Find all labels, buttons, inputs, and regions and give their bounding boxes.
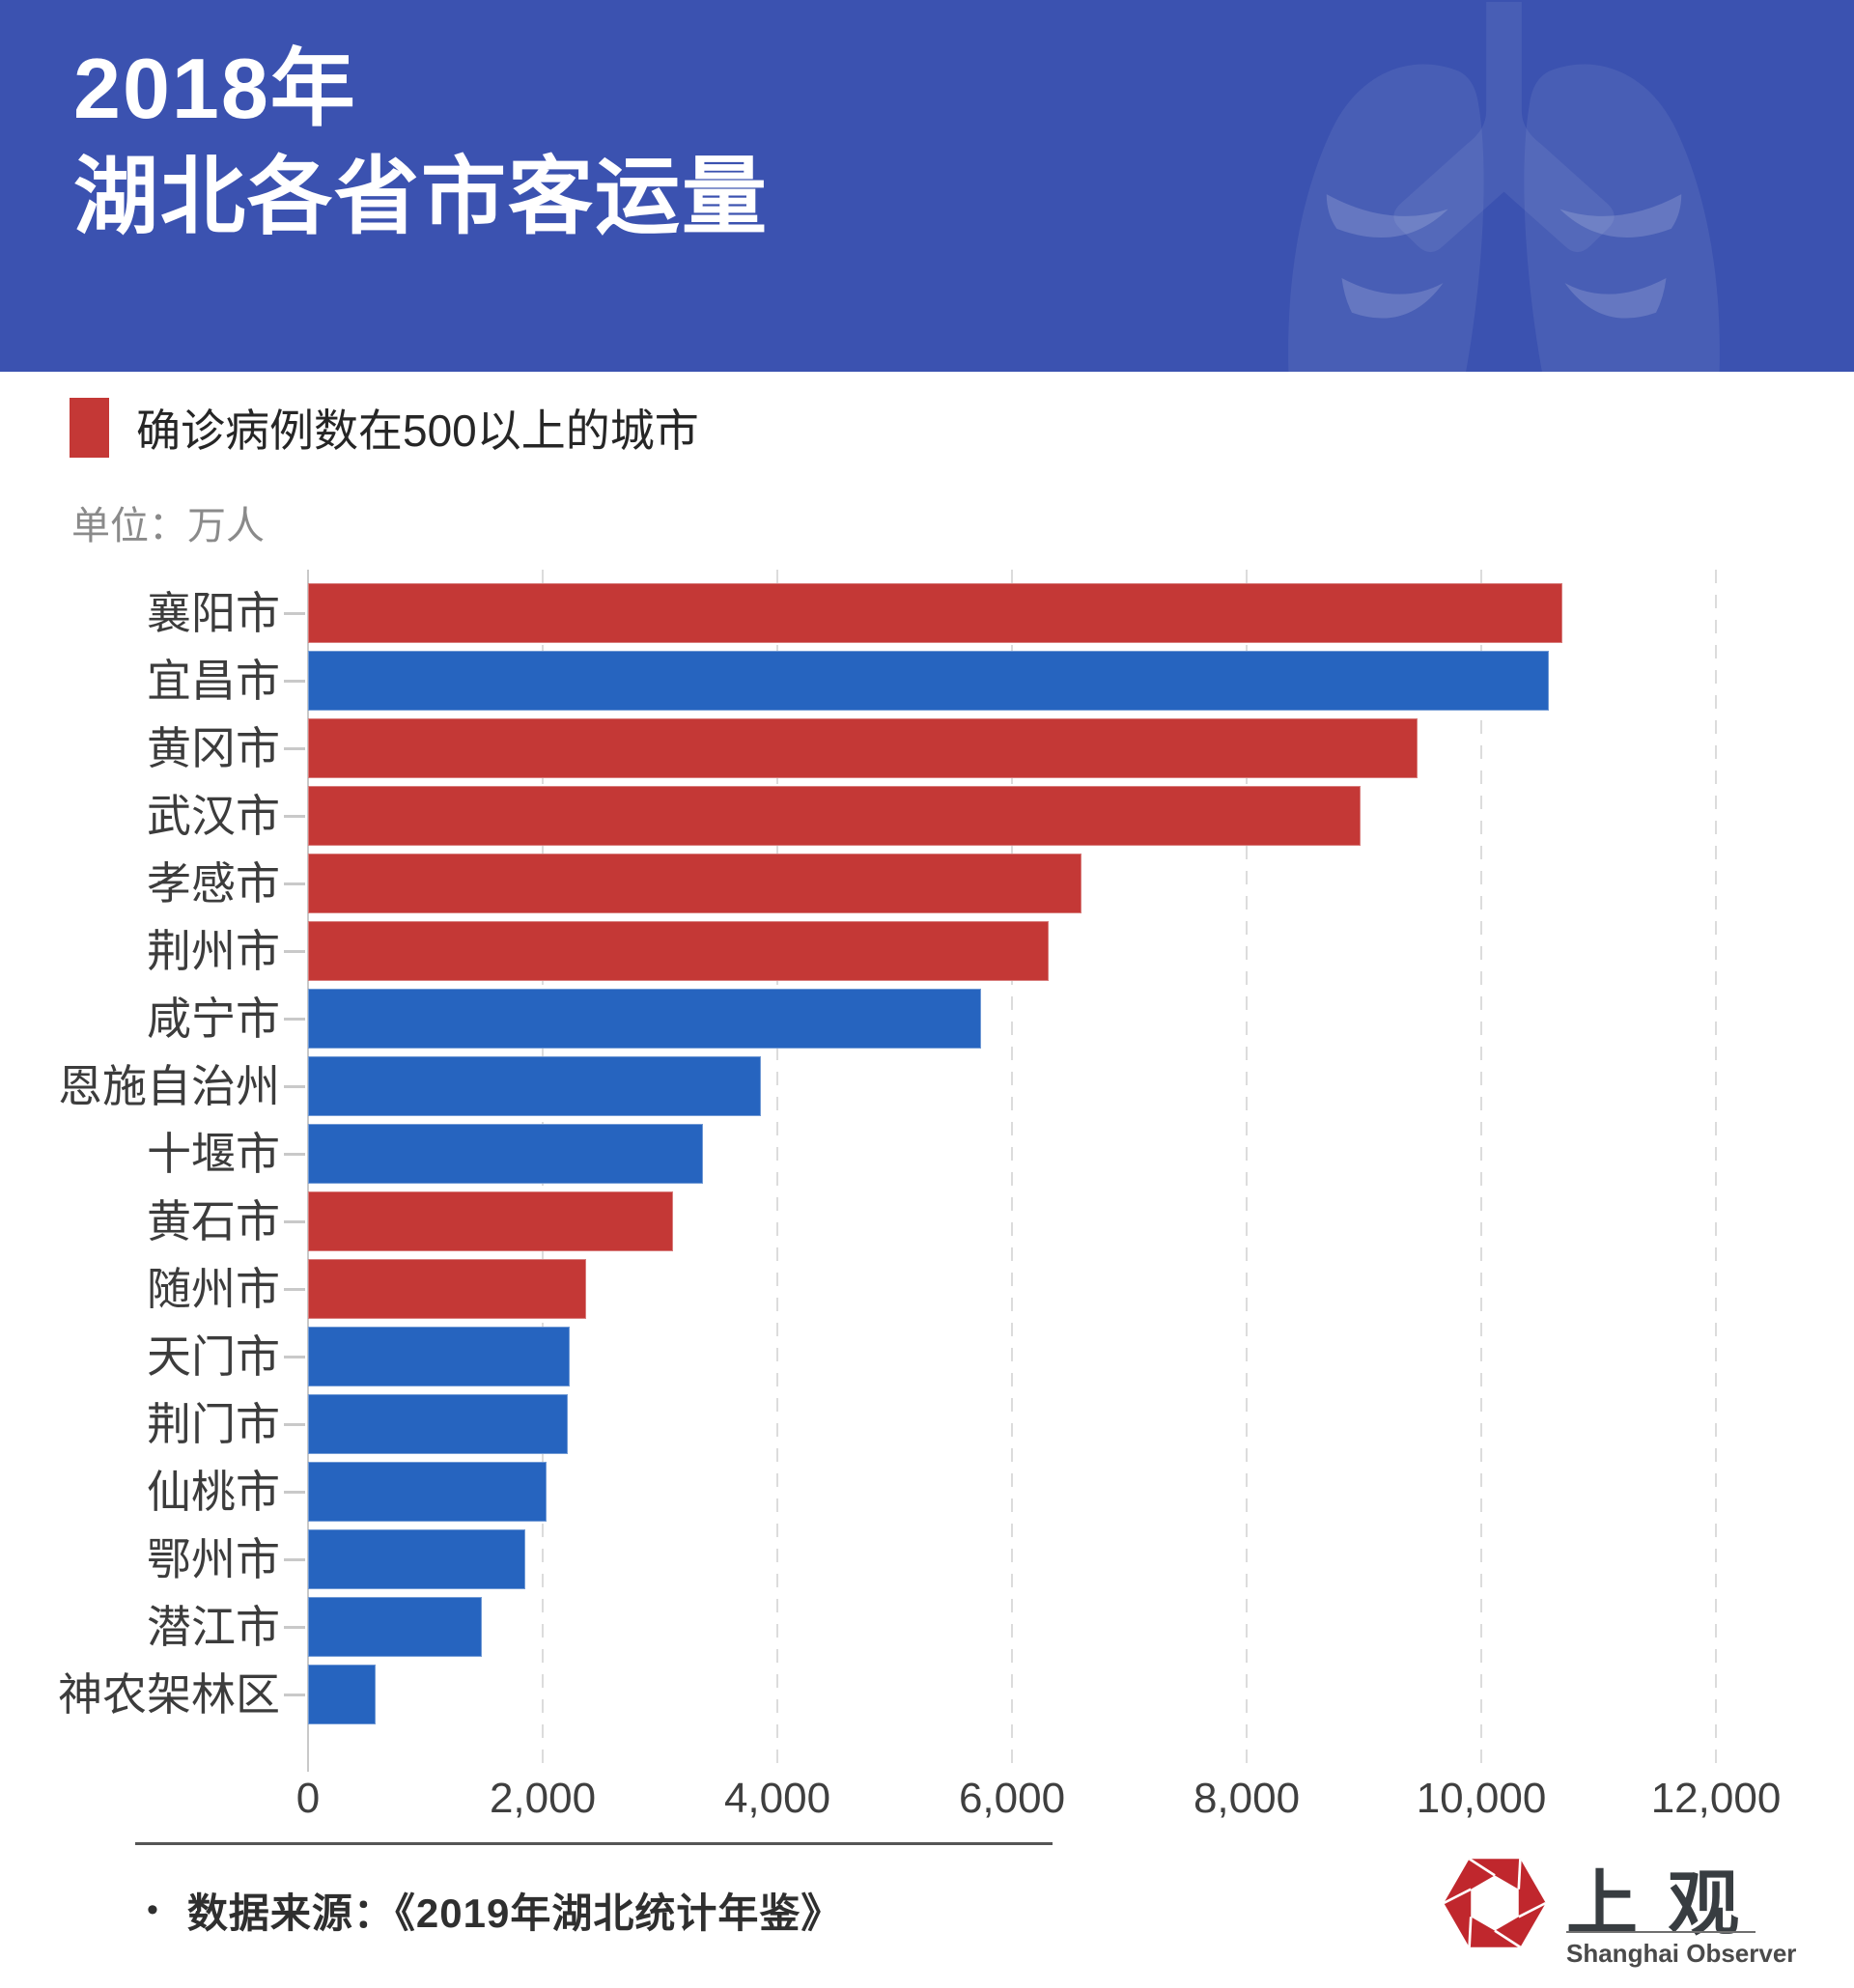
shanghai-observer-logo: 上观 Shanghai Observer	[1439, 1846, 1796, 1968]
unit-label: 单位：万人	[71, 505, 265, 547]
gridline	[1715, 570, 1717, 1772]
bar	[308, 1056, 761, 1116]
x-tick-label: 0	[295, 1775, 321, 1822]
bar	[308, 786, 1361, 846]
bar	[308, 583, 1562, 643]
data-source: • 数据来源：《2019年湖北统计年鉴》	[147, 1881, 842, 1940]
bullet-icon: •	[147, 1891, 158, 1928]
y-tick-mark	[284, 1694, 305, 1696]
y-tick-mark	[284, 1085, 305, 1088]
bar	[308, 1327, 570, 1386]
footer-divider	[135, 1842, 1053, 1845]
x-tick-label: 8,000	[1193, 1775, 1301, 1822]
category-label: 随州市	[147, 1264, 280, 1314]
header-banner: 2018年 湖北各省市客运量	[0, 0, 1854, 372]
category-label: 神农架林区	[58, 1669, 280, 1720]
bar	[308, 1665, 376, 1724]
y-tick-mark	[284, 612, 305, 615]
title-line-year: 2018年	[73, 41, 357, 136]
y-tick-mark	[284, 882, 305, 885]
bar-chart: 襄阳市宜昌市黄冈市武汉市孝感市荆州市咸宁市恩施自治州十堰市黄石市随州市天门市荆门…	[0, 550, 1854, 1834]
x-tick-label: 6,000	[958, 1775, 1066, 1822]
category-label: 天门市	[147, 1331, 280, 1382]
bar	[308, 1597, 482, 1657]
bar	[308, 854, 1082, 913]
bar	[308, 921, 1049, 981]
bar	[308, 1529, 525, 1589]
category-label: 武汉市	[147, 791, 280, 841]
y-tick-mark	[284, 815, 305, 818]
page-title: 2018年 湖北各省市客运量	[73, 35, 769, 251]
bar	[308, 1462, 547, 1522]
bar	[308, 718, 1418, 778]
category-label: 恩施自治州	[58, 1061, 280, 1111]
y-tick-mark	[284, 1558, 305, 1561]
logo-chinese-text: 上观	[1566, 1862, 1770, 1946]
category-label: 荆门市	[147, 1399, 280, 1449]
x-tick-label: 2,000	[489, 1775, 597, 1822]
legend-label: 确诊病例数在500以上的城市	[136, 406, 699, 456]
y-tick-mark	[284, 1423, 305, 1426]
y-tick-mark	[284, 1491, 305, 1494]
category-label: 宜昌市	[147, 656, 280, 706]
category-label: 襄阳市	[147, 588, 280, 638]
title-line-subject: 湖北各省市客运量	[73, 149, 770, 244]
x-tick-label: 10,000	[1416, 1775, 1547, 1822]
category-label: 十堰市	[147, 1129, 280, 1179]
category-label: 仙桃市	[147, 1467, 280, 1517]
y-tick-mark	[284, 950, 305, 953]
y-tick-mark	[284, 1153, 305, 1156]
category-label: 荆州市	[147, 926, 280, 976]
gridline	[776, 570, 778, 1772]
category-label: 黄石市	[147, 1196, 280, 1246]
y-tick-mark	[284, 1356, 305, 1358]
bar	[308, 1124, 703, 1184]
x-tick-label: 4,000	[723, 1775, 831, 1822]
bar	[308, 1191, 673, 1251]
gridline	[1480, 570, 1482, 1772]
legend: 确诊病例数在500以上的城市	[70, 398, 699, 458]
y-tick-mark	[284, 1018, 305, 1021]
logo-english-text: Shanghai Observer	[1566, 1939, 1797, 1968]
gridline	[1011, 570, 1013, 1772]
category-label: 鄂州市	[147, 1534, 280, 1584]
bar	[308, 1394, 568, 1454]
gridline	[1246, 570, 1248, 1772]
y-tick-mark	[284, 680, 305, 683]
legend-swatch	[70, 398, 109, 458]
category-label: 黄冈市	[147, 723, 280, 773]
x-tick-label: 12,000	[1650, 1775, 1782, 1822]
logo-rule	[1566, 1931, 1756, 1933]
y-tick-mark	[284, 747, 305, 750]
category-label: 孝感市	[147, 858, 280, 909]
y-tick-mark	[284, 1626, 305, 1629]
bar	[308, 989, 981, 1049]
y-tick-mark	[284, 1288, 305, 1291]
lungs-icon	[1288, 2, 1720, 372]
bar	[308, 651, 1549, 711]
aperture-hexagon-icon	[1443, 1858, 1547, 1948]
bar	[308, 1259, 586, 1319]
y-tick-mark	[284, 1220, 305, 1223]
category-label: 潜江市	[147, 1602, 280, 1652]
data-source-text: 数据来源：《2019年湖北统计年鉴》	[186, 1890, 843, 1936]
category-label: 咸宁市	[147, 994, 280, 1044]
